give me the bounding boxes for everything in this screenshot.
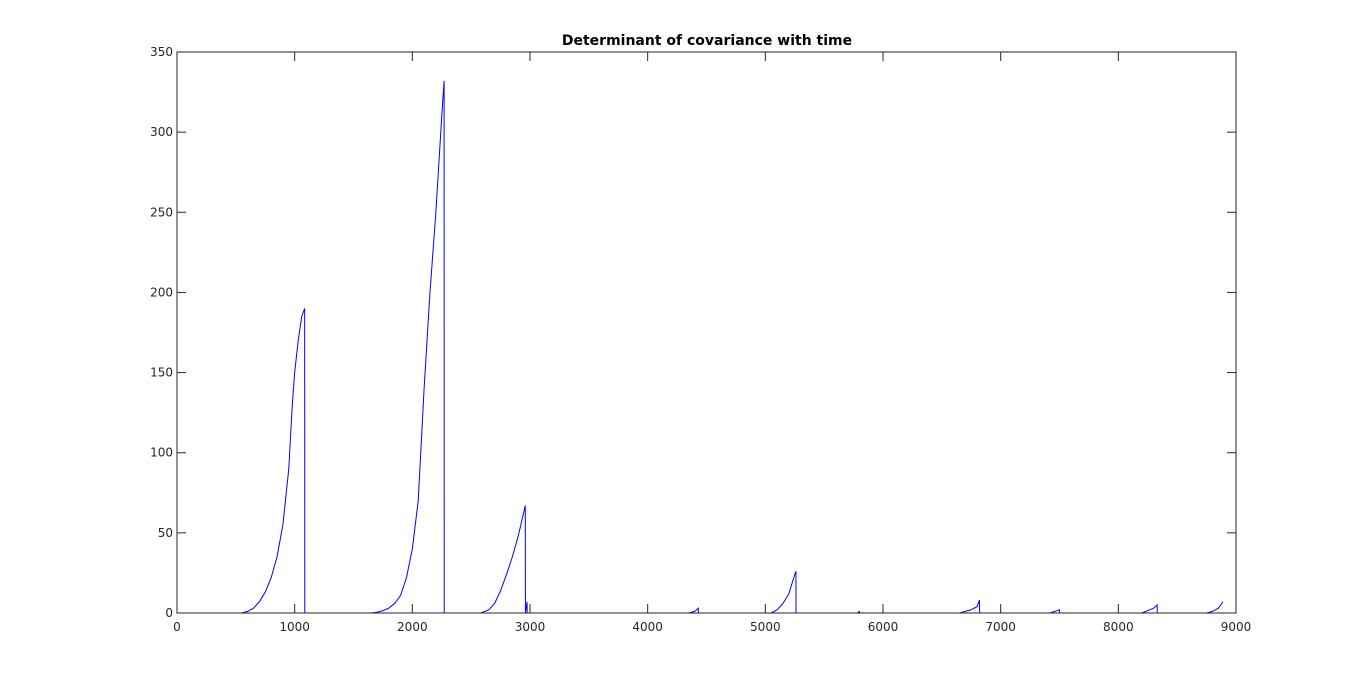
axes-box — [176, 51, 1237, 614]
y-tick-label: 0 — [165, 606, 173, 620]
y-tick-label: 300 — [150, 125, 173, 139]
x-tick-label: 0 — [173, 620, 181, 634]
y-tick-label: 250 — [150, 205, 173, 219]
x-tick-label: 2000 — [397, 620, 428, 634]
x-tick-label: 1000 — [279, 620, 310, 634]
x-tick-label: 3000 — [515, 620, 546, 634]
plot-area — [177, 52, 1236, 613]
x-tick-label: 9000 — [1221, 620, 1252, 634]
y-tick-label: 350 — [150, 45, 173, 59]
y-tick-label: 50 — [158, 526, 173, 540]
y-tick-label: 100 — [150, 446, 173, 460]
chart-title: Determinant of covariance with time — [562, 33, 852, 49]
x-tick-label: 4000 — [632, 620, 663, 634]
axes-layer: 0 1000 2000 3000 4000 5000 6000 7000 8000 9000 0 50… — [150, 45, 1251, 634]
x-tick-label: 7000 — [985, 620, 1016, 634]
x-tick-label: 8000 — [1103, 620, 1134, 634]
y-tick-label: 200 — [150, 285, 173, 299]
y-tick-label: 150 — [150, 366, 173, 380]
series-line — [177, 80, 1224, 614]
series-layer — [177, 80, 1224, 614]
x-tick-label: 5000 — [750, 620, 781, 634]
x-tick-label: 6000 — [868, 620, 899, 634]
